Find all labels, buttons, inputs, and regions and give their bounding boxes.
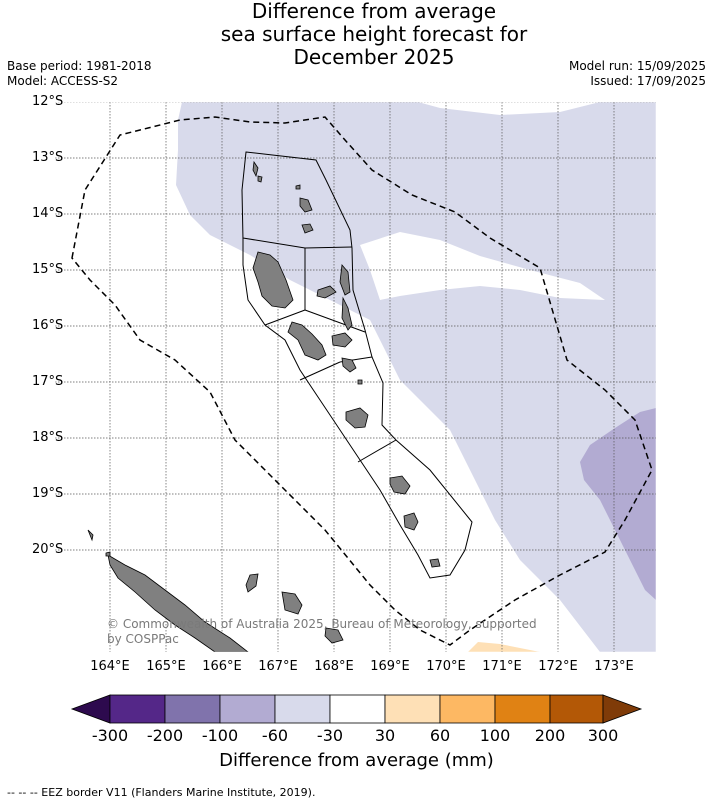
colorbar-bin-6: [384, 694, 441, 724]
lon-label-165e: 165°E: [146, 659, 186, 674]
lon-label-166e: 166°E: [202, 659, 242, 674]
title-line-3: December 2025: [293, 45, 455, 69]
colorbar-bin-5: [329, 694, 386, 724]
lat-label-16s: 16°S: [32, 318, 64, 333]
colorbar-tick: -60: [261, 726, 289, 745]
colorbar-tick-labels: -300 -200 -100 -60 -30 30 60 100 200 300: [0, 726, 713, 748]
island-torres: [252, 160, 259, 178]
copyright-notice: © Commonwealth of Australia 2025, Bureau…: [107, 617, 537, 646]
anomaly-gap-white-2: [418, 102, 600, 115]
eez-border: [71, 116, 653, 646]
island-pentecost: [341, 296, 353, 331]
island-belep: [87, 529, 94, 542]
meta-right: Model run: 15/09/2025 Issued: 17/09/2025: [569, 59, 706, 89]
title-line-1: Difference from average: [251, 0, 497, 23]
colorbar-tick: 60: [429, 726, 451, 745]
anomaly-region-positive: [468, 642, 540, 652]
colorbar-over-arrow: [602, 694, 643, 724]
anomaly-region-medium: [580, 408, 656, 600]
lon-label-170e: 170°E: [426, 659, 466, 674]
graticule: [55, 102, 656, 652]
colorbar-tick: 200: [534, 726, 566, 745]
lon-label-171e: 171°E: [482, 659, 522, 674]
colorbar-bin-7: [439, 694, 496, 724]
colorbar-tick: 300: [587, 726, 619, 745]
island-maewo: [339, 264, 351, 296]
colorbar-bin-4: [274, 694, 331, 724]
eez-footnote: -- -- -- EEZ border V11 (Flanders Marine…: [7, 786, 316, 799]
island-small-3: [257, 175, 263, 183]
island-vanua-lava: [299, 197, 313, 213]
lat-label-14s: 14°S: [32, 206, 64, 221]
lat-label-17s: 17°S: [32, 374, 64, 389]
model-text: Model: ACCESS-S2: [7, 74, 119, 88]
colorbar-bin-3: [219, 694, 276, 724]
colorbar-title: Difference from average (mm): [219, 750, 494, 771]
island-new-caledonia: [107, 554, 249, 652]
lat-label-19s: 19°S: [32, 486, 64, 501]
island-loyalty-1: [281, 591, 303, 615]
lat-label-15s: 15°S: [32, 262, 64, 277]
colorbar: [70, 694, 643, 724]
island-ambae: [316, 285, 337, 299]
base-period-text: Base period: 1981-2018: [7, 59, 152, 73]
province-boundaries: [241, 151, 473, 579]
island-tanna: [403, 512, 419, 531]
colorbar-tick: -30: [316, 726, 344, 745]
lat-label-12s: 12°S: [32, 94, 64, 109]
island-erromango: [389, 475, 411, 495]
lon-label-172e: 172°E: [538, 659, 578, 674]
lat-label-18s: 18°S: [32, 430, 64, 445]
meta-left: Base period: 1981-2018 Model: ACCESS-S2: [7, 59, 152, 89]
island-aneityum: [429, 558, 441, 568]
lon-label-164e: 164°E: [90, 659, 130, 674]
lon-label-169e: 169°E: [370, 659, 410, 674]
title-line-2: sea surface height forecast for: [220, 22, 528, 46]
colorbar-bin-1: [109, 694, 166, 724]
colorbar-tick: -100: [201, 726, 239, 745]
issued-text: Issued: 17/09/2025: [590, 74, 706, 88]
island-gaua: [301, 223, 314, 234]
lon-label-168e: 168°E: [314, 659, 354, 674]
colorbar-bin-8: [494, 694, 551, 724]
island-malakula: [287, 321, 327, 361]
island-small-2: [357, 379, 363, 385]
island-espiritu-santo: [252, 251, 294, 309]
colorbar-tick: 100: [479, 726, 511, 745]
map-title: Difference from average sea surface heig…: [0, 0, 713, 69]
lat-label-20s: 20°S: [32, 542, 64, 557]
island-loyalty-2: [324, 627, 344, 644]
island-epi: [341, 357, 357, 373]
lon-label-167e: 167°E: [258, 659, 298, 674]
islands: [87, 160, 441, 652]
lon-label-173e: 173°E: [594, 659, 634, 674]
colorbar-bin-9: [549, 694, 604, 724]
island-efate: [345, 407, 369, 429]
lat-label-13s: 13°S: [32, 150, 64, 165]
island-ambrym: [331, 332, 353, 348]
colorbar-tick: -300: [91, 726, 129, 745]
colorbar-tick: 30: [374, 726, 396, 745]
island-small-1: [295, 184, 301, 190]
island-small-4: [105, 551, 111, 557]
colorbar-bin-2: [164, 694, 221, 724]
anomaly-region-light: [176, 102, 656, 652]
model-run-text: Model run: 15/09/2025: [568, 59, 706, 73]
island-loyalty-3: [245, 573, 259, 593]
colorbar-under-arrow: [70, 694, 111, 724]
colorbar-tick: -200: [146, 726, 184, 745]
